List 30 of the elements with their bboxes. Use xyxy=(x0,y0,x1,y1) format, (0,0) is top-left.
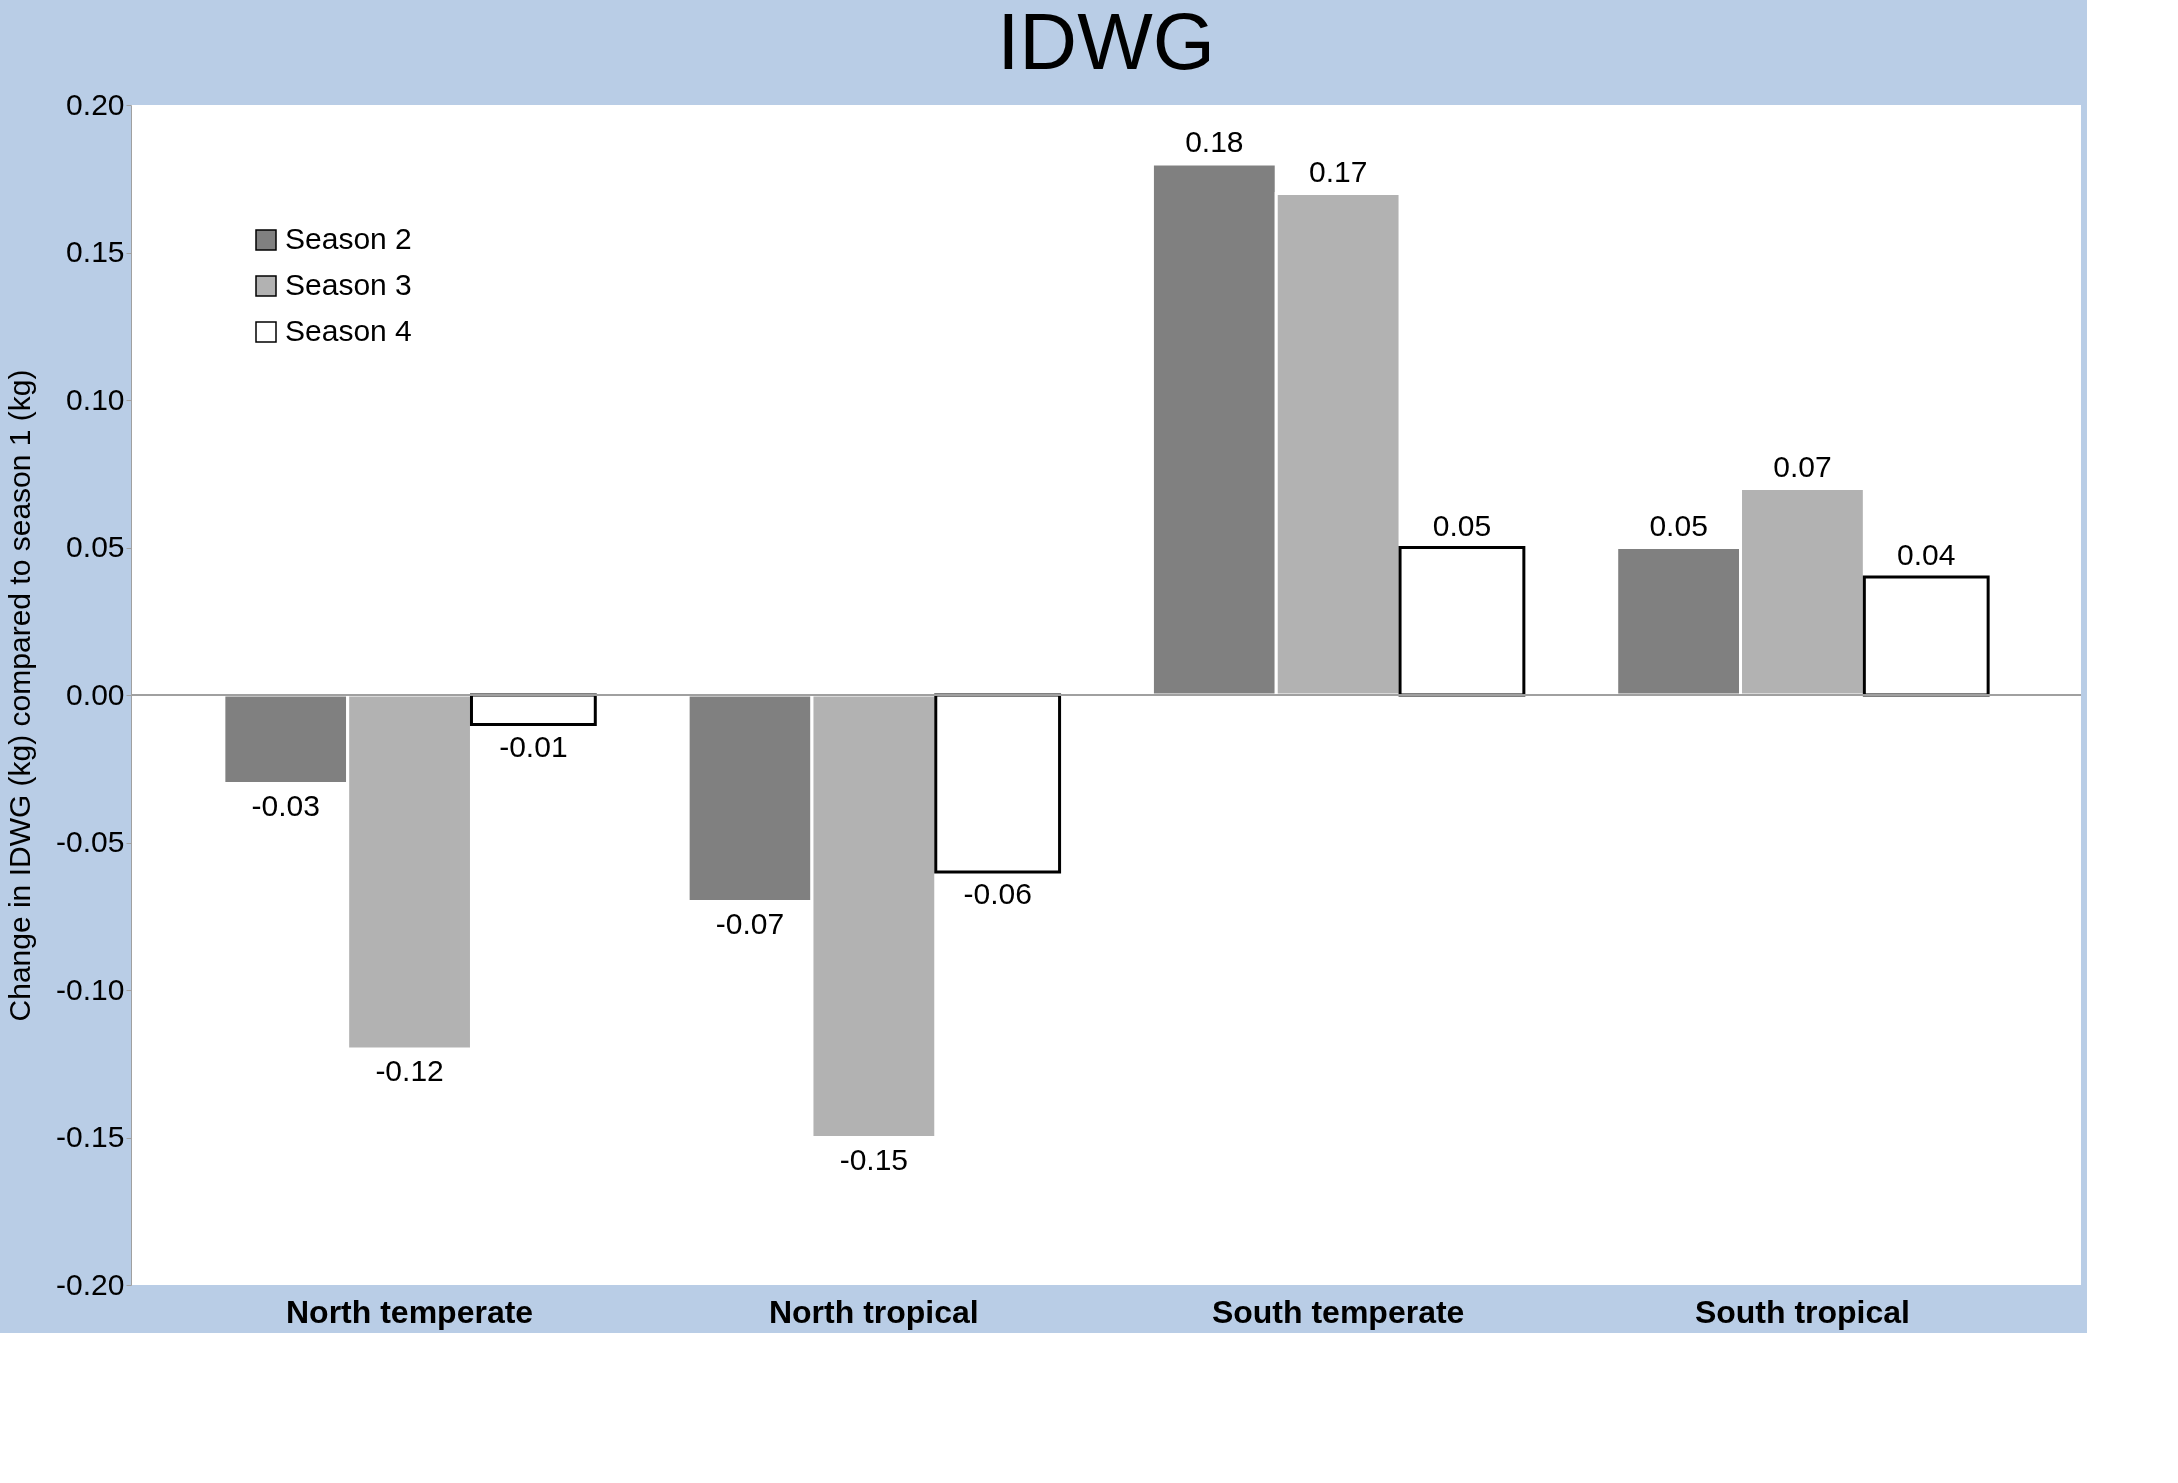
y-tick-label: 0.05 xyxy=(66,530,125,563)
x-tick-label: North temperate xyxy=(285,1293,534,1330)
data-label: 0.05 xyxy=(1432,508,1492,542)
data-label: -0.07 xyxy=(715,906,785,940)
data-label: 0.04 xyxy=(1897,538,1956,571)
legend-label: Season 2 xyxy=(285,222,412,255)
y-tick-label: -0.05 xyxy=(56,825,125,858)
y-tick-label: 0.10 xyxy=(66,382,125,416)
data-label: 0.17 xyxy=(1308,154,1368,188)
y-tick-label: 0.20 xyxy=(66,87,125,121)
x-tick-label: South temperate xyxy=(1211,1293,1465,1330)
y-tick-label: -0.15 xyxy=(56,1120,125,1153)
data-label: 0.07 xyxy=(1773,449,1832,483)
chart-title: IDWG xyxy=(997,0,1215,86)
x-tick-label: South tropical xyxy=(1694,1293,1910,1330)
data-label: -0.06 xyxy=(963,877,1032,910)
y-tick-label: -0.20 xyxy=(56,1267,125,1301)
x-tick-label: North tropical xyxy=(768,1293,979,1330)
y-tick-label: 0.15 xyxy=(66,235,125,268)
data-label: -0.12 xyxy=(375,1054,444,1087)
y-axis-title: Change in IDWG (kg) compared to season 1 (kg) xyxy=(3,369,37,1022)
data-label: 0.05 xyxy=(1649,508,1708,542)
data-label: -0.15 xyxy=(839,1142,909,1176)
legend-label: Season 3 xyxy=(285,268,412,301)
legend-label: Season 4 xyxy=(285,314,412,347)
y-tick-label: -0.10 xyxy=(56,972,125,1006)
data-label: -0.03 xyxy=(251,788,320,822)
data-label: 0.18 xyxy=(1185,125,1244,158)
y-tick-label: 0.00 xyxy=(66,677,125,711)
data-label: -0.01 xyxy=(499,729,568,763)
